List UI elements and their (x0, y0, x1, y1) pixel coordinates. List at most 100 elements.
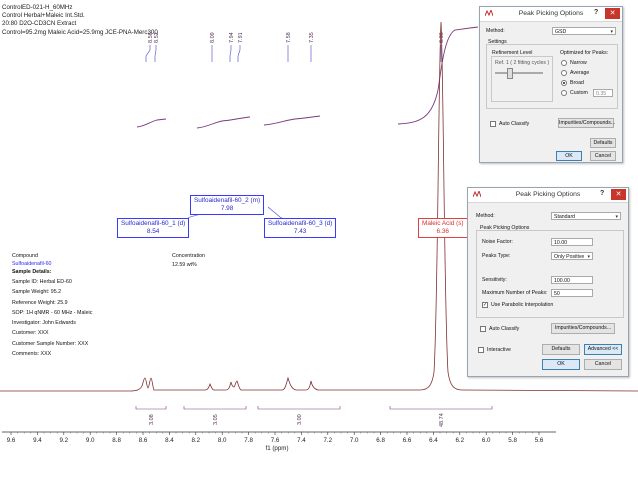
assignment-name: Sulfoaidenafil-60_1 (d) (121, 220, 186, 227)
app-icon (485, 10, 493, 17)
impurities-button[interactable]: Impurities/Compounds... (551, 323, 615, 334)
x-axis-tick-label: 6.4 (429, 437, 438, 444)
impurities-button[interactable]: Impurities/Compounds... (558, 118, 616, 128)
peak-label-tick (145, 45, 151, 62)
radio-custom[interactable] (561, 90, 567, 96)
defaults-button[interactable]: Defaults (542, 344, 580, 355)
concentration-info: Concentration 12.59 wt% (172, 252, 205, 269)
max-peaks-input[interactable]: 50 (551, 289, 593, 297)
x-axis-tick-label: 9.6 (7, 437, 16, 444)
assignment-shift: 7.43 (293, 228, 307, 235)
sensitivity-input[interactable]: 100.00 (551, 276, 593, 284)
close-button[interactable]: ✕ (605, 8, 620, 19)
header-line: Control Herbal+Maleic Int.Std. (2, 12, 85, 20)
peak-picking-dialog-gsd[interactable]: Peak Picking Options ? ✕ Method: GSD Set… (479, 6, 623, 163)
header-line: 20:80 D2O-CD3CN Extract (2, 20, 77, 28)
x-axis-tick-label: 6.2 (455, 437, 464, 444)
help-button[interactable]: ? (600, 190, 605, 197)
x-axis-tick-label: 6.6 (403, 437, 412, 444)
x-axis-ticks: 9.6 9.4 9.2 9.0 8.8 8.6 8.4 8.2 8.0 7.8 7.6 7.4 7.2 7… (7, 432, 544, 444)
noise-label: Noise Factor: (482, 239, 513, 245)
refinement-slider-track[interactable] (495, 72, 543, 74)
radio-narrow[interactable] (561, 60, 567, 66)
spectrum-header: ControlED-021-H_60MHz Control Herbal+Mal… (2, 4, 158, 37)
sensitivity-label: Sensitivity: (482, 277, 507, 283)
sample-detail-line: Investigator: John Edwards (12, 320, 76, 327)
peak-label: 7.58 (286, 32, 292, 43)
peak-label-tick (229, 45, 232, 62)
settings-group (486, 44, 618, 109)
peak-label: 7.91 (238, 32, 244, 43)
method-label: Method: (486, 28, 505, 34)
custom-value-input[interactable]: 0.35 (593, 89, 613, 97)
radio-custom-label: Custom (570, 90, 588, 96)
radio-average-label: Average (570, 70, 590, 76)
peak-label: 8.09 (210, 32, 216, 43)
integral-curve (397, 26, 479, 125)
options-group (476, 230, 624, 318)
optimized-label: Optimized for Peaks: (560, 50, 609, 56)
noise-input[interactable]: 10.00 (551, 238, 593, 246)
x-axis-tick-label: 7.0 (350, 437, 359, 444)
auto-classify-label: Auto Classify (499, 121, 530, 127)
sample-detail-line: Customer: XXX (12, 330, 49, 337)
method-select[interactable]: GSD (552, 27, 616, 36)
peak-picking-dialog-standard[interactable]: Peak Picking Options ? ✕ Method: Standar… (467, 187, 629, 377)
assignment-box-sulfoaidenafil-3[interactable]: Sulfoaidenafil-60_3 (d) 7.43 (264, 218, 337, 238)
x-axis-tick-label: 7.4 (297, 437, 306, 444)
peak-label-tick (237, 45, 241, 62)
assignment-box-sulfoaidenafil-2[interactable]: Sulfoaidenafil-60_2 (m) 7.98 (190, 195, 265, 215)
sample-detail-line: Sample Weight: 95.2 (12, 289, 62, 296)
help-button[interactable]: ? (594, 9, 599, 16)
sample-detail-line: SOP: 1H qNMR - 60 MHz - Maleic (12, 309, 93, 316)
x-axis-tick-label: 8.4 (165, 437, 174, 444)
dialog-title: Peak Picking Options (515, 191, 581, 198)
radio-broad[interactable] (561, 80, 567, 86)
refinement-slider-handle[interactable] (507, 68, 513, 79)
ok-button[interactable]: OK (542, 359, 580, 370)
auto-classify-checkbox[interactable] (490, 121, 496, 127)
x-axis-tick-label: 8.2 (191, 437, 200, 444)
x-axis-tick-label: 6.0 (482, 437, 491, 444)
sample-detail-line: Comments: XXX (12, 351, 52, 358)
concentration-value: 12.59 wt% (172, 261, 197, 268)
dialog-title: Peak Picking Options (518, 10, 584, 17)
parabolic-label: Use Parabolic Interpolation (491, 302, 554, 308)
auto-classify-label: Auto Classify (489, 326, 520, 332)
peak-label: 8.56 (148, 32, 154, 43)
group-label: Peak Picking Options (480, 225, 530, 231)
advanced-button[interactable]: Advanced << (584, 344, 622, 355)
defaults-button[interactable]: Defaults (590, 138, 616, 148)
compound-value: Sulfoaidenafil-60 (12, 261, 52, 267)
method-select[interactable]: Standard (551, 212, 621, 221)
peak-label: 7.94 (229, 32, 235, 43)
peak-label-tick (154, 45, 157, 62)
close-button[interactable]: ✕ (611, 189, 626, 200)
x-axis-tick-label: 7.6 (271, 437, 280, 444)
x-axis-tick-label: 5.6 (535, 437, 544, 444)
sample-detail-line: Reference Weight: 25.9 (12, 299, 68, 306)
assignment-shift: 7.98 (220, 205, 234, 212)
x-axis-label: f1 (ppm) (265, 445, 288, 452)
radio-average[interactable] (561, 70, 567, 76)
integral-bracket (257, 406, 341, 410)
assignment-name: Maleic Acid (s) (422, 220, 464, 227)
integral-bracket (389, 406, 493, 410)
concentration-label: Concentration (172, 253, 205, 259)
assignment-box-maleic-acid[interactable]: Maleic Acid (s) 6.36 (418, 218, 468, 238)
assignment-name: Sulfoaidenafil-60_3 (d) (268, 220, 333, 227)
radio-broad-label: Broad (570, 80, 584, 86)
dialog-titlebar[interactable]: Peak Picking Options ? ✕ (468, 188, 628, 203)
cancel-button[interactable]: Cancel (590, 151, 616, 161)
assignment-box-sulfoaidenafil-1[interactable]: Sulfoaidenafil-60_1 (d) 8.54 (117, 218, 190, 238)
refinement-label: Refinement Level (492, 50, 533, 56)
parabolic-checkbox[interactable]: ✓ (482, 302, 488, 308)
peaks-type-select[interactable]: Only Positive (551, 252, 593, 261)
cancel-button[interactable]: Cancel (584, 359, 622, 370)
ok-button[interactable]: OK (556, 151, 582, 161)
interactive-checkbox[interactable] (478, 347, 484, 353)
auto-classify-checkbox[interactable] (480, 326, 486, 332)
dialog-titlebar[interactable]: Peak Picking Options ? ✕ (480, 7, 622, 22)
integral-value: 3.00 (297, 414, 303, 425)
